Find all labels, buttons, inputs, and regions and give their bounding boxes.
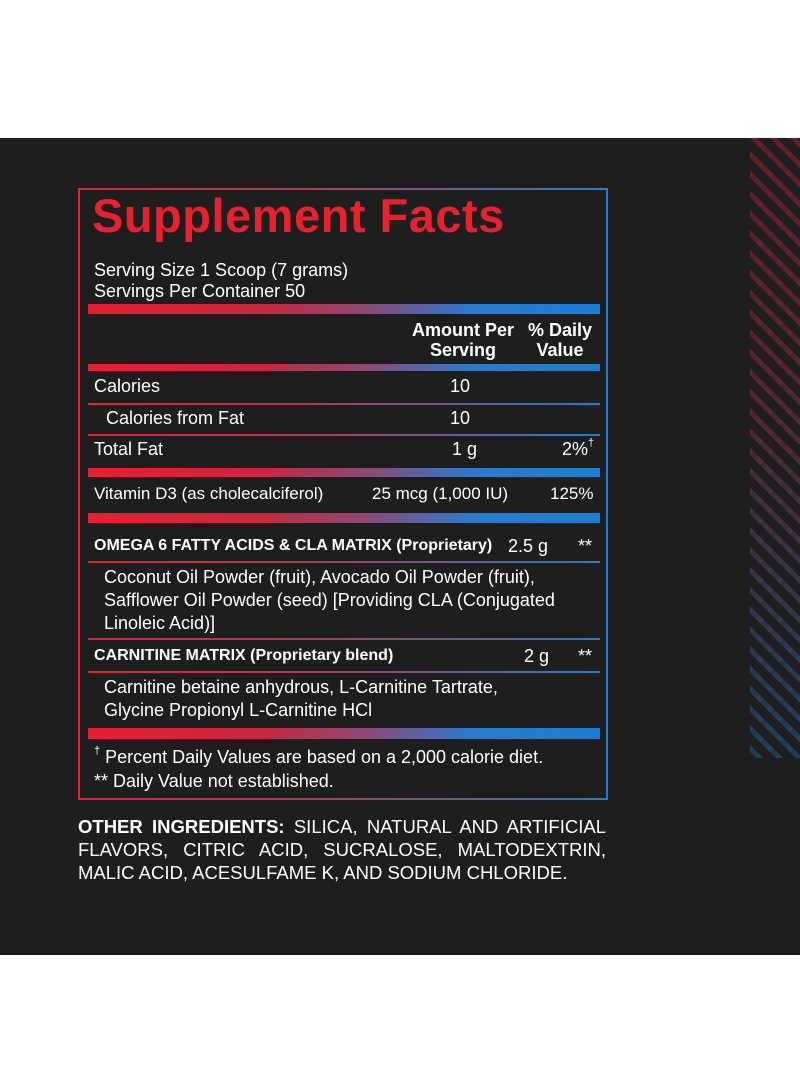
serving-size: Serving Size 1 Scoop (7 grams)	[94, 260, 349, 280]
other-ingredients: OTHER INGREDIENTS: SILICA, NATURAL AND A…	[78, 815, 606, 884]
divider-bar	[88, 364, 600, 371]
divider-line	[88, 403, 600, 405]
divider-bar	[88, 513, 600, 523]
supplement-facts-box: Supplement Facts Serving Size 1 Scoop (7…	[78, 188, 608, 800]
divider-line	[88, 638, 600, 640]
divider-bar	[88, 468, 600, 477]
vitamin-d3-dv: 125%	[550, 484, 594, 503]
calories-amount: 10	[450, 376, 471, 396]
other-ingredients-text: SILICA, NATURAL AND ARTIFICIAL FLAVORS, …	[78, 816, 607, 883]
total-fat-label: Total Fat	[94, 439, 164, 459]
product-panel: Supplement Facts Serving Size 1 Scoop (7…	[0, 138, 800, 955]
calories-fat-amount: 10	[450, 408, 471, 428]
carnitine-blend-dv: **	[578, 646, 593, 666]
divider-line	[88, 434, 600, 436]
other-ingredients-label: OTHER INGREDIENTS:	[78, 816, 285, 837]
total-fat-amount: 1 g	[452, 439, 478, 459]
omega-blend-dv: **	[578, 536, 593, 556]
divider-bar	[88, 728, 600, 739]
omega-blend-amount: 2.5 g	[508, 536, 549, 556]
divider-line	[88, 561, 600, 563]
total-fat-dv: 2%†	[562, 437, 595, 459]
omega-blend-label: OMEGA 6 FATTY ACIDS & CLA MATRIX (Propri…	[94, 537, 493, 554]
footnote-not-established: ** Daily Value not established.	[94, 771, 334, 791]
calories-fat-label: Calories from Fat	[106, 408, 245, 428]
carnitine-blend-amount: 2 g	[524, 646, 550, 666]
divider-bar	[88, 304, 600, 314]
carnitine-blend-label: CARNITINE MATRIX (Proprietary blend)	[94, 647, 394, 664]
dagger-mark: †	[588, 437, 595, 449]
col-dv-header: % Daily Value	[527, 320, 593, 360]
vitamin-d3-amount: 25 mcg (1,000 IU)	[372, 484, 509, 503]
omega-blend-ingredients: Coconut Oil Powder (fruit), Avocado Oil …	[104, 567, 555, 633]
col-amount-header: Amount Per Serving	[411, 320, 514, 360]
calories-label: Calories	[94, 376, 161, 396]
carnitine-blend-ingredients: Carnitine betaine anhydrous, L-Carnitine…	[104, 677, 498, 720]
facts-title: Supplement Facts	[92, 189, 505, 242]
servings-per-container: Servings Per Container 50	[94, 281, 306, 301]
decorative-stripes	[750, 138, 800, 758]
vitamin-d3-label: Vitamin D3 (as cholecalciferol)	[94, 484, 324, 503]
footnote-daily-values: † Percent Daily Values are based on a 2,…	[94, 745, 544, 767]
dagger-mark: †	[94, 745, 101, 757]
divider-line	[88, 671, 600, 673]
